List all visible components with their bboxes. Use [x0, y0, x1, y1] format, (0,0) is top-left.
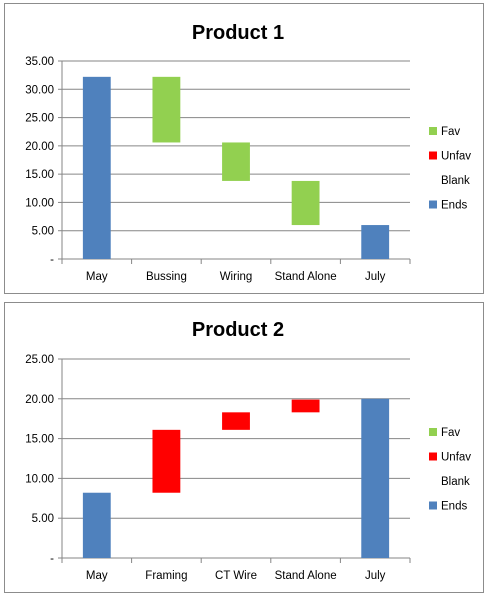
- legend-swatch-ends: [429, 501, 437, 510]
- x-category-label: Stand Alone: [275, 271, 337, 283]
- x-category-label: Stand Alone: [275, 570, 337, 582]
- x-category-label: Framing: [145, 570, 187, 582]
- y-tick-label: 5.00: [32, 513, 54, 525]
- x-category-label: Wiring: [220, 271, 253, 283]
- chart-title: Product 1: [192, 22, 284, 44]
- chart-title: Product 2: [192, 319, 284, 341]
- x-category-label: Bussing: [146, 271, 187, 283]
- legend-swatch-unfav: [429, 452, 437, 461]
- legend-label-fav: Fav: [441, 126, 460, 138]
- x-category-label: May: [86, 271, 108, 283]
- legend-label-blank: Blank: [441, 476, 470, 488]
- bar-unfav-ct-wire: [222, 412, 250, 430]
- chart-svg-product-2: Product 2 - 5.00 10.00 15.00 20.00 25.00 May Fra…: [25, 319, 471, 582]
- legend-label-fav: Fav: [441, 427, 460, 439]
- y-tick-label: 20.00: [25, 141, 54, 153]
- bar-ends-july: [361, 225, 390, 259]
- bar-unfav-stand-alone: [291, 399, 320, 413]
- legend-label-ends: Ends: [441, 501, 467, 513]
- y-tick-label: 15.00: [25, 169, 54, 181]
- x-category-label: July: [365, 570, 386, 582]
- bar-ends-may: [82, 492, 111, 558]
- chart-product-1: Product 1 - 5.00 10.00 15.00 20.00 25.00 30.00 3…: [4, 3, 484, 294]
- y-tick-label: 10.00: [25, 473, 54, 485]
- legend-label-ends: Ends: [441, 200, 467, 212]
- bar-fav-bussing: [152, 76, 181, 143]
- bar-unfav-framing: [152, 429, 181, 493]
- chart-product-2: Product 2 - 5.00 10.00 15.00 20.00 25.00 May Fra…: [4, 302, 484, 593]
- y-tick-label: 35.00: [25, 56, 54, 68]
- legend-swatch-fav: [429, 428, 437, 436]
- bar-fav-wiring: [222, 142, 250, 181]
- legend-swatch-ends: [429, 200, 437, 209]
- legend-swatch-fav: [429, 127, 437, 135]
- legend-label-unfav: Unfav: [441, 151, 471, 163]
- y-tick-label: 5.00: [32, 226, 54, 238]
- y-tick-label: -: [50, 553, 54, 565]
- bar-ends-may: [82, 76, 111, 259]
- bar-ends-july: [361, 398, 390, 558]
- y-tick-label: 25.00: [25, 354, 54, 366]
- legend-swatch-unfav: [429, 151, 437, 160]
- y-tick-label: -: [50, 254, 54, 266]
- legend-label-blank: Blank: [441, 175, 470, 187]
- x-category-label: May: [86, 570, 108, 582]
- y-tick-label: 30.00: [25, 84, 54, 96]
- y-tick-label: 20.00: [25, 394, 54, 406]
- y-tick-label: 15.00: [25, 434, 54, 446]
- chart-svg-product-1: Product 1 - 5.00 10.00 15.00 20.00 25.00 30.00 3…: [25, 22, 471, 283]
- y-tick-label: 25.00: [25, 113, 54, 125]
- x-category-label: CT Wire: [215, 570, 257, 582]
- legend-label-unfav: Unfav: [441, 452, 471, 464]
- y-tick-label: 10.00: [25, 197, 54, 209]
- bar-fav-stand-alone: [291, 180, 320, 226]
- x-category-label: July: [365, 271, 386, 283]
